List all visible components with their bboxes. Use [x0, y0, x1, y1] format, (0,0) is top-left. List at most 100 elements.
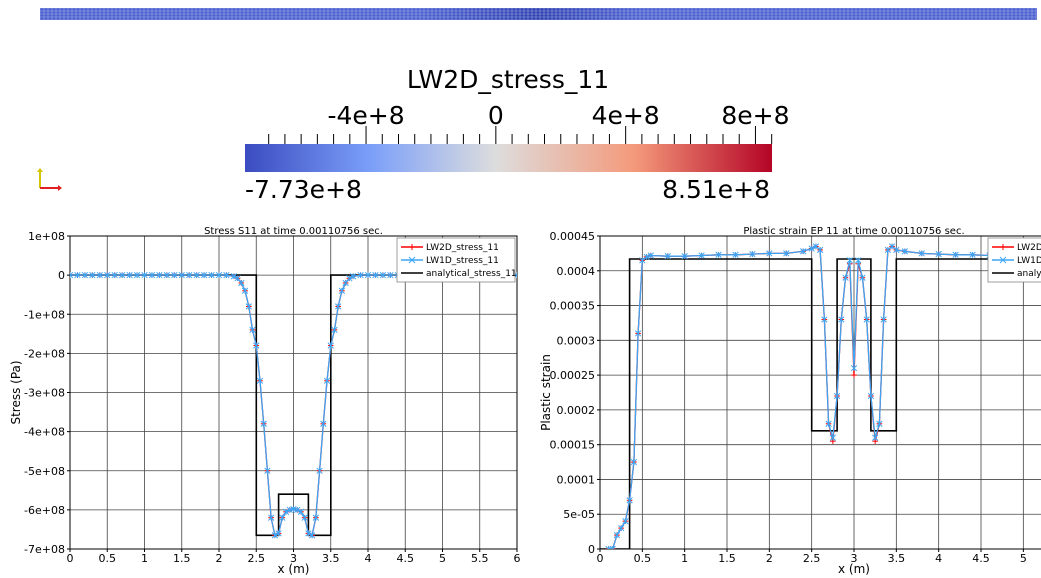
x-tick-label: 1: [681, 552, 688, 565]
series-line-LW1D_EP_11: [608, 245, 1041, 549]
data-point: [880, 316, 887, 323]
legend-entry: LW1D_EP_11: [1017, 256, 1041, 266]
data-point: [833, 392, 841, 400]
data-point: [850, 365, 858, 372]
x-tick-label: 2: [216, 552, 223, 565]
x-tick-label: 5.5: [471, 552, 489, 565]
x-tick-label: 1: [141, 552, 148, 565]
legend: LW2D_EP_11 LW1D_EP_11 analytical_EP_11: [987, 237, 1041, 283]
data-point: [297, 508, 305, 515]
data-point: [969, 251, 976, 258]
data-point: [335, 303, 342, 310]
data-point: [766, 250, 773, 257]
data-point: [698, 252, 705, 259]
color-gradient-bar: [245, 144, 772, 172]
data-point: [308, 532, 316, 539]
y-tick-label: 0.00045: [550, 230, 596, 243]
y-tick-label: 0.00035: [550, 300, 596, 313]
data-point: [275, 530, 282, 537]
data-point: [851, 372, 857, 378]
data-point: [630, 458, 638, 466]
data-point: [783, 250, 790, 257]
data-point: [855, 257, 862, 264]
data-point: [238, 279, 245, 287]
data-point: [290, 505, 297, 513]
data-point: [208, 271, 215, 279]
data-point: [715, 251, 722, 258]
y-tick-label: -3e+08: [24, 387, 65, 400]
scalar-bar-min-label: -7.73e+8: [245, 175, 362, 204]
y-tick-label: -5e+08: [24, 465, 65, 478]
data-point: [312, 514, 320, 521]
y-tick-label: -4e+08: [24, 426, 65, 439]
grid: [599, 235, 1041, 550]
y-tick-label: -1e+08: [24, 308, 65, 321]
data-point: [267, 514, 275, 521]
data-point: [111, 271, 118, 279]
x-tick-label: 2.5: [803, 552, 821, 565]
y-tick-label: -2e+08: [24, 347, 65, 360]
x-tick-label: 0: [67, 552, 74, 565]
legend-entry: LW2D_EP_11: [1017, 243, 1041, 253]
data-point: [81, 271, 89, 279]
x-tick-label: 0: [597, 552, 604, 565]
data-point: [643, 253, 650, 261]
x-tick-label: 3: [290, 552, 297, 565]
legend-entry: LW2D_stress_11: [426, 243, 499, 253]
data-point: [800, 248, 807, 255]
data-point: [141, 271, 148, 279]
scalar-bar-title: LW2D_stress_11: [407, 65, 609, 94]
data-point: [829, 434, 836, 441]
data-point: [901, 248, 908, 255]
scalar-bar-tick-label: 4e+8: [592, 101, 660, 130]
data-point: [863, 316, 870, 323]
data-point: [133, 271, 141, 279]
y-axis-label: Plastic strain: [539, 354, 553, 431]
x-tick-label: 3.5: [322, 552, 340, 565]
scalar-bar: LW2D_stress_11 -4e+8 0 4e+8 8e+8 -7.73e+8 8…: [245, 65, 790, 204]
data-point: [338, 287, 346, 294]
y-tick-label: -7e+08: [24, 543, 65, 556]
x-tick-label: 4: [365, 552, 372, 565]
y-tick-label: 1e+08: [28, 230, 65, 243]
data-point: [223, 271, 230, 279]
x-tick-label: 4.5: [972, 552, 990, 565]
data-point: [935, 250, 942, 258]
x-tick-label: 1.5: [718, 552, 736, 565]
x-tick-label: 3.5: [888, 552, 906, 565]
data-point: [639, 257, 646, 264]
series-line-LW2D_EP_11: [608, 245, 1041, 549]
data-point: [282, 508, 290, 515]
y-tick-label: 0.0002: [557, 404, 596, 417]
data-point: [323, 377, 331, 384]
x-tick-label: 5: [1020, 552, 1027, 565]
y-tick-label: 5e-05: [563, 508, 595, 521]
data-point: [859, 274, 866, 281]
data-point: [872, 434, 879, 441]
data-point: [618, 524, 625, 532]
data-point: [249, 326, 256, 334]
data-point: [342, 279, 349, 287]
data-point: [838, 316, 845, 323]
y-tick-label: 0: [588, 543, 595, 556]
y-tick-label: 0.00015: [550, 439, 596, 452]
x-tick-label: 3: [851, 552, 858, 565]
plastic-strain-chart: 00.511.522.533.544.555.50.000450.00040.0…: [539, 226, 1041, 576]
y-tick-label: 0.0003: [557, 334, 596, 347]
stress-chart: 0 0.5 1 1.5 2 2.5 3 3.5 4 4.5 5 5.5 6 1e+08 0 -1e+08 -2e…: [9, 226, 521, 576]
data-point: [379, 271, 387, 279]
data-point: [918, 250, 925, 257]
data-point: [888, 243, 896, 250]
x-tick-label: 0.5: [99, 552, 117, 565]
data-point: [156, 271, 163, 279]
y-tick-label: 0.0004: [557, 265, 596, 278]
data-point: [215, 271, 223, 279]
data-point: [256, 377, 264, 384]
data-point: [613, 531, 621, 539]
data-point: [279, 514, 286, 521]
data-point: [301, 514, 308, 521]
data-point: [327, 342, 334, 349]
data-point: [305, 530, 312, 537]
data-point: [264, 467, 271, 474]
series-line-analytical_EP_11: [600, 258, 1041, 549]
